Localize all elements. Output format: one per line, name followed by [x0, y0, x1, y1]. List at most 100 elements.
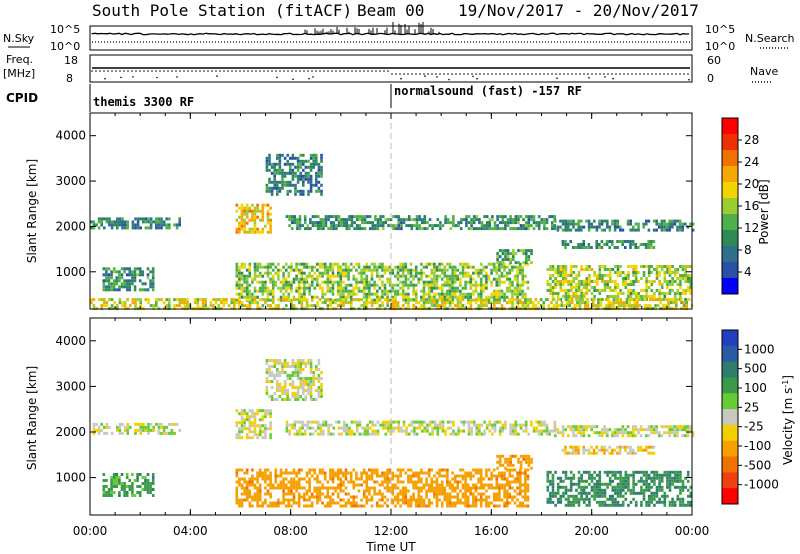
heatmap-cell	[466, 295, 470, 299]
heatmap-cell	[519, 426, 523, 430]
heatmap-cell	[370, 271, 374, 275]
heatmap-cell	[407, 504, 410, 508]
heatmap-cell	[118, 482, 121, 485]
nave-dot	[443, 73, 445, 75]
heatmap-cell	[688, 298, 691, 302]
heatmap-cell	[381, 265, 384, 269]
heatmap-cell	[240, 227, 244, 231]
heatmap-cell	[436, 429, 440, 433]
heatmap-cell	[313, 495, 317, 499]
heatmap-cell	[120, 267, 124, 271]
heatmap-cell	[126, 298, 129, 302]
heatmap-cell	[399, 492, 402, 496]
heatmap-cell	[505, 289, 509, 293]
heatmap-cell	[320, 183, 323, 187]
heatmap-cell	[407, 432, 411, 436]
heatmap-cell	[240, 498, 244, 502]
heatmap-cell	[147, 217, 150, 221]
heatmap-cell	[492, 468, 496, 472]
heatmap-cell	[308, 477, 311, 481]
heatmap-cell	[274, 265, 278, 269]
heatmap-cell	[485, 304, 488, 308]
heatmap-cell	[358, 224, 362, 228]
nave-dot	[667, 73, 669, 75]
heatmap-cell	[636, 301, 639, 305]
heatmap-cell	[545, 298, 548, 302]
heatmap-cell	[582, 451, 585, 455]
heatmap-cell	[311, 215, 315, 219]
heatmap-cell	[673, 292, 677, 295]
heatmap-cell	[446, 262, 449, 266]
heatmap-cell	[537, 423, 541, 427]
heatmap-cell	[435, 480, 439, 484]
heatmap-cell	[107, 288, 111, 292]
heatmap-cell	[600, 445, 604, 449]
heatmap-cell	[671, 271, 674, 274]
heatmap-cell	[373, 468, 376, 472]
heatmap-cell	[266, 209, 270, 213]
heatmap-cell	[303, 292, 306, 296]
nave-dot	[123, 70, 125, 72]
heatmap-cell	[264, 409, 267, 413]
heatmap-cell	[466, 498, 470, 502]
heatmap-cell	[309, 227, 312, 231]
nave-dot	[151, 70, 153, 72]
heatmap-cell	[110, 273, 113, 277]
heatmap-cell	[353, 215, 356, 219]
heatmap-cell	[637, 445, 640, 449]
heatmap-cell	[235, 209, 239, 213]
heatmap-cell	[290, 283, 293, 287]
heatmap-cell	[655, 271, 659, 274]
heatmap-cell	[329, 268, 332, 272]
heatmap-cell	[371, 429, 375, 433]
nave-dot	[611, 73, 613, 75]
heatmap-cell	[414, 471, 418, 475]
heatmap-cell	[339, 295, 343, 299]
heatmap-cell	[136, 422, 140, 426]
heatmap-cell	[240, 418, 244, 422]
heatmap-cell	[266, 477, 270, 481]
heatmap-cell	[454, 304, 457, 308]
heatmap-cell	[240, 409, 244, 413]
heatmap-cell	[639, 445, 643, 449]
heatmap-cell	[433, 489, 436, 493]
heatmap-cell	[443, 271, 447, 275]
heatmap-cell	[511, 289, 514, 293]
heatmap-cell	[619, 265, 622, 268]
heatmap-cell	[357, 504, 361, 508]
heatmap-cell	[381, 292, 384, 296]
heatmap-cell	[329, 274, 332, 278]
heatmap-cell	[365, 498, 369, 502]
heatmap-cell	[401, 486, 405, 490]
heatmap-cell	[282, 498, 285, 502]
heatmap-cell	[537, 432, 541, 436]
heatmap-cell	[598, 298, 602, 301]
heatmap-cell	[394, 498, 397, 502]
heatmap-cell	[324, 224, 328, 228]
heatmap-cell	[493, 221, 497, 225]
heatmap-cell	[243, 262, 246, 266]
heatmap-cell	[532, 221, 536, 225]
heatmap-cell	[577, 298, 581, 301]
heatmap-cell	[340, 224, 343, 228]
nave-dot	[199, 70, 201, 72]
heatmap-cell	[600, 228, 604, 232]
heatmap-cell	[261, 501, 265, 505]
heatmap-cell	[488, 224, 492, 228]
heatmap-cell	[524, 215, 528, 219]
cpid-segment-2: normalsound (fast) -157 RF	[394, 84, 582, 98]
heatmap-cell	[461, 286, 465, 290]
heatmap-cell	[412, 268, 415, 272]
heatmap-cell	[336, 286, 340, 290]
heatmap-cell	[309, 156, 313, 160]
heatmap-cell	[439, 426, 442, 430]
heatmap-cell	[368, 498, 371, 502]
heatmap-cell	[296, 224, 299, 228]
heatmap-cell	[316, 480, 319, 484]
heatmap-cell	[378, 262, 382, 266]
heatmap-cell	[105, 425, 109, 429]
heatmap-cell	[245, 433, 249, 437]
heatmap-cell	[404, 274, 408, 278]
heatmap-cell	[576, 301, 579, 305]
heatmap-cell	[448, 301, 452, 305]
